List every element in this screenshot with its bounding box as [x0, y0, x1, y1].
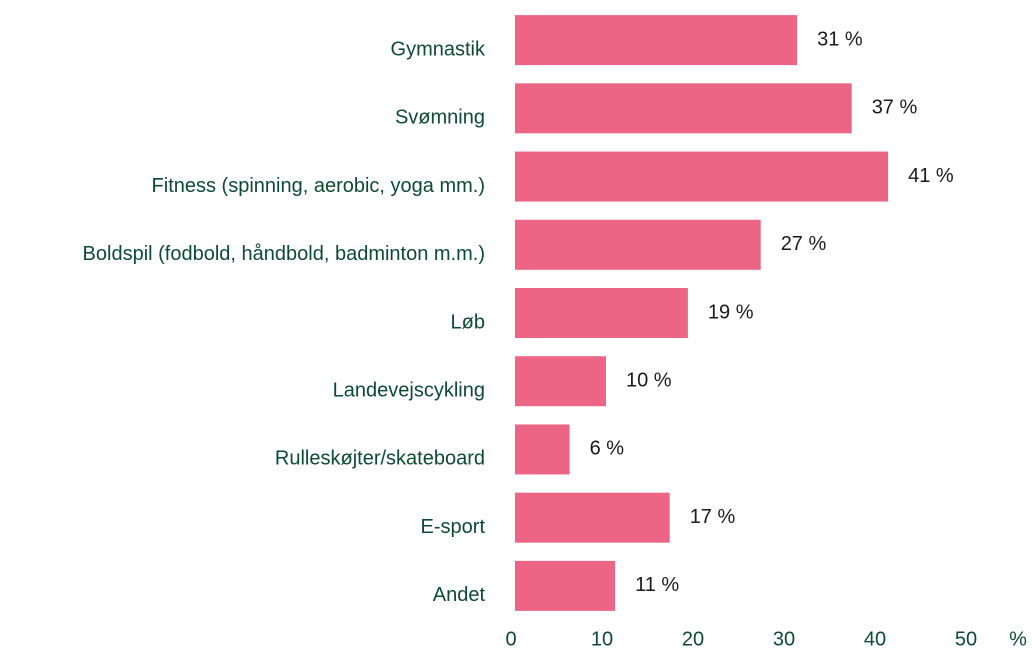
y-tick-label: Svømning	[395, 107, 485, 129]
bar	[515, 15, 798, 66]
value-label: 37 %	[872, 97, 918, 119]
bar	[515, 424, 570, 475]
bar	[515, 356, 606, 407]
value-label: 11 %	[635, 574, 679, 596]
value-label: 41 %	[908, 165, 954, 187]
value-label: 19 %	[708, 301, 754, 323]
value-label: 6 %	[590, 438, 625, 460]
bar	[515, 560, 616, 611]
value-label: 27 %	[781, 233, 827, 255]
bar	[515, 288, 688, 338]
y-tick-label: Landevejscykling	[333, 380, 485, 402]
x-tick-label: 50	[955, 628, 977, 650]
y-tick-label: E-sport	[421, 516, 486, 538]
x-tick-label: 10	[591, 628, 613, 650]
bar	[515, 83, 852, 134]
y-tick-label: Fitness (spinning, aerobic, yoga mm.)	[152, 175, 485, 197]
bar	[515, 151, 889, 202]
x-tick-label: 40	[864, 628, 886, 650]
y-tick-label: Andet	[433, 584, 486, 606]
y-tick-label: Rulleskøjter/skateboard	[275, 448, 485, 470]
x-axis-unit: %	[1009, 628, 1027, 650]
y-tick-label: Gymnastik	[391, 38, 486, 60]
x-tick-label: 30	[773, 628, 795, 650]
x-tick-label: 20	[682, 628, 704, 650]
value-label: 31 %	[817, 28, 863, 50]
value-label: 10 %	[626, 370, 672, 392]
bar	[515, 492, 670, 543]
y-tick-label: Boldspil (fodbold, håndbold, badminton m…	[83, 243, 485, 265]
y-tick-label: Løb	[451, 311, 485, 333]
value-label: 17 %	[690, 506, 736, 528]
x-tick-label: 0	[505, 628, 516, 650]
bar	[515, 219, 761, 270]
